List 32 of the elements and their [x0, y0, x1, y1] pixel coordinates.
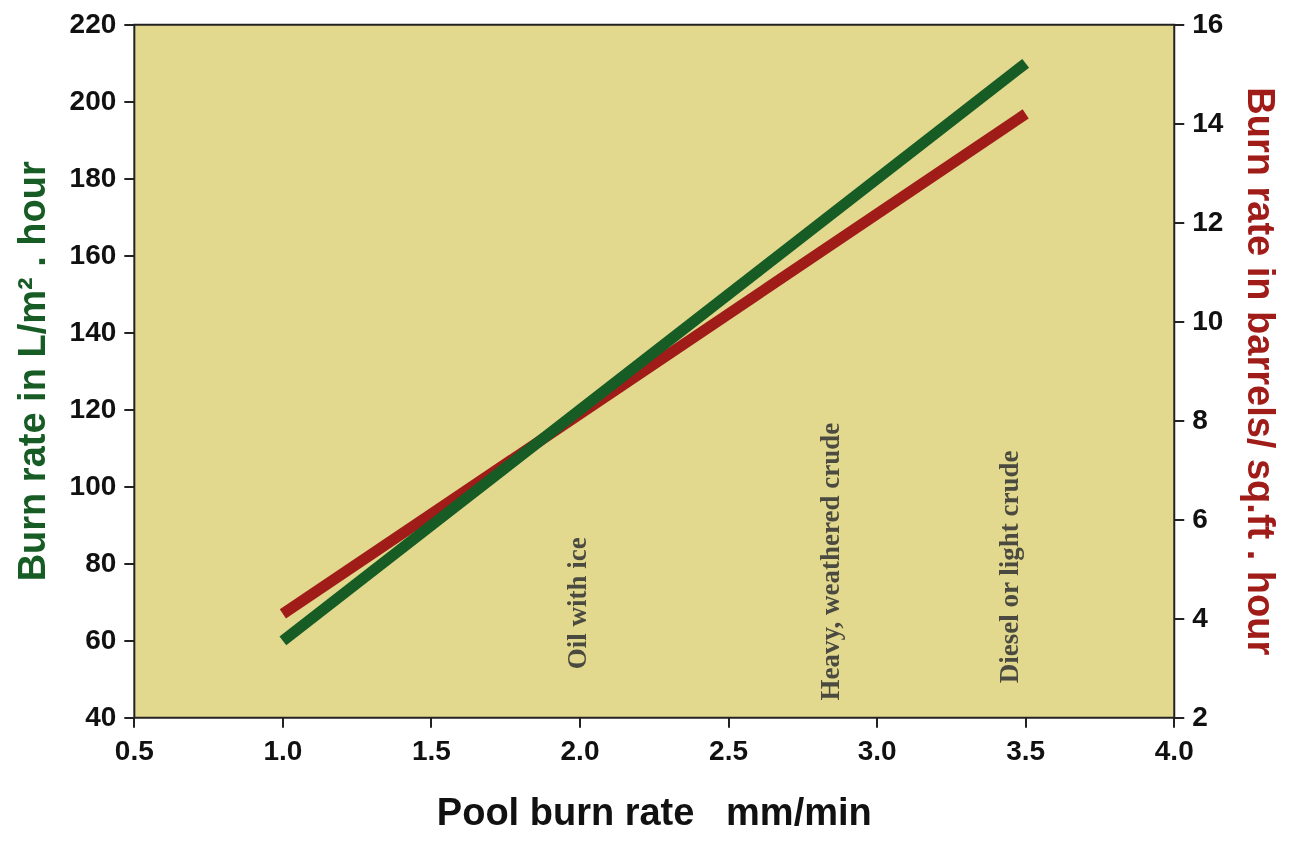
- y-tick-label: 220: [69, 7, 117, 39]
- y2-tick-label: 10: [1192, 304, 1224, 336]
- y-tick-label: 140: [69, 315, 117, 347]
- x-tick-label: 1.5: [411, 735, 451, 767]
- y2-tick-label: 14: [1192, 106, 1224, 138]
- y-tick-label: 180: [69, 161, 117, 193]
- annotation: Heavy, weathered crude: [815, 422, 846, 701]
- y-tick-label: 60: [85, 623, 117, 655]
- x-axis-title: Pool burn rate mm/min: [436, 790, 872, 833]
- y-tick-label: 40: [85, 700, 117, 732]
- y2-tick-label: 12: [1192, 205, 1224, 237]
- annotation: Diesel or light crude: [993, 450, 1024, 684]
- y2-axis-title: Burn rate in barrels/ sq.ft . hour: [1239, 87, 1282, 656]
- y-tick-label: 80: [85, 546, 117, 578]
- x-tick-label: 1.0: [263, 735, 303, 767]
- y2-tick-label: 4: [1192, 601, 1209, 633]
- x-tick-label: 0.5: [114, 735, 154, 767]
- x-tick-label: 2.5: [709, 735, 749, 767]
- y2-tick-label: 2: [1192, 700, 1208, 732]
- y-tick-label: 200: [69, 84, 117, 116]
- y2-tick-label: 6: [1192, 502, 1208, 534]
- x-tick-label: 2.0: [560, 735, 600, 767]
- y-axis-title: Burn rate in L/m² . hour: [11, 161, 54, 582]
- y2-tick-label: 8: [1192, 403, 1208, 435]
- y-tick-label: 100: [69, 469, 117, 501]
- y-tick-label: 120: [69, 392, 117, 424]
- x-tick-label: 4.0: [1154, 735, 1194, 767]
- x-tick-label: 3.0: [857, 735, 897, 767]
- annotation: Oil with ice: [562, 537, 593, 670]
- x-tick-label: 3.5: [1006, 735, 1046, 767]
- y2-tick-label: 16: [1192, 7, 1224, 39]
- y-tick-label: 160: [69, 238, 117, 270]
